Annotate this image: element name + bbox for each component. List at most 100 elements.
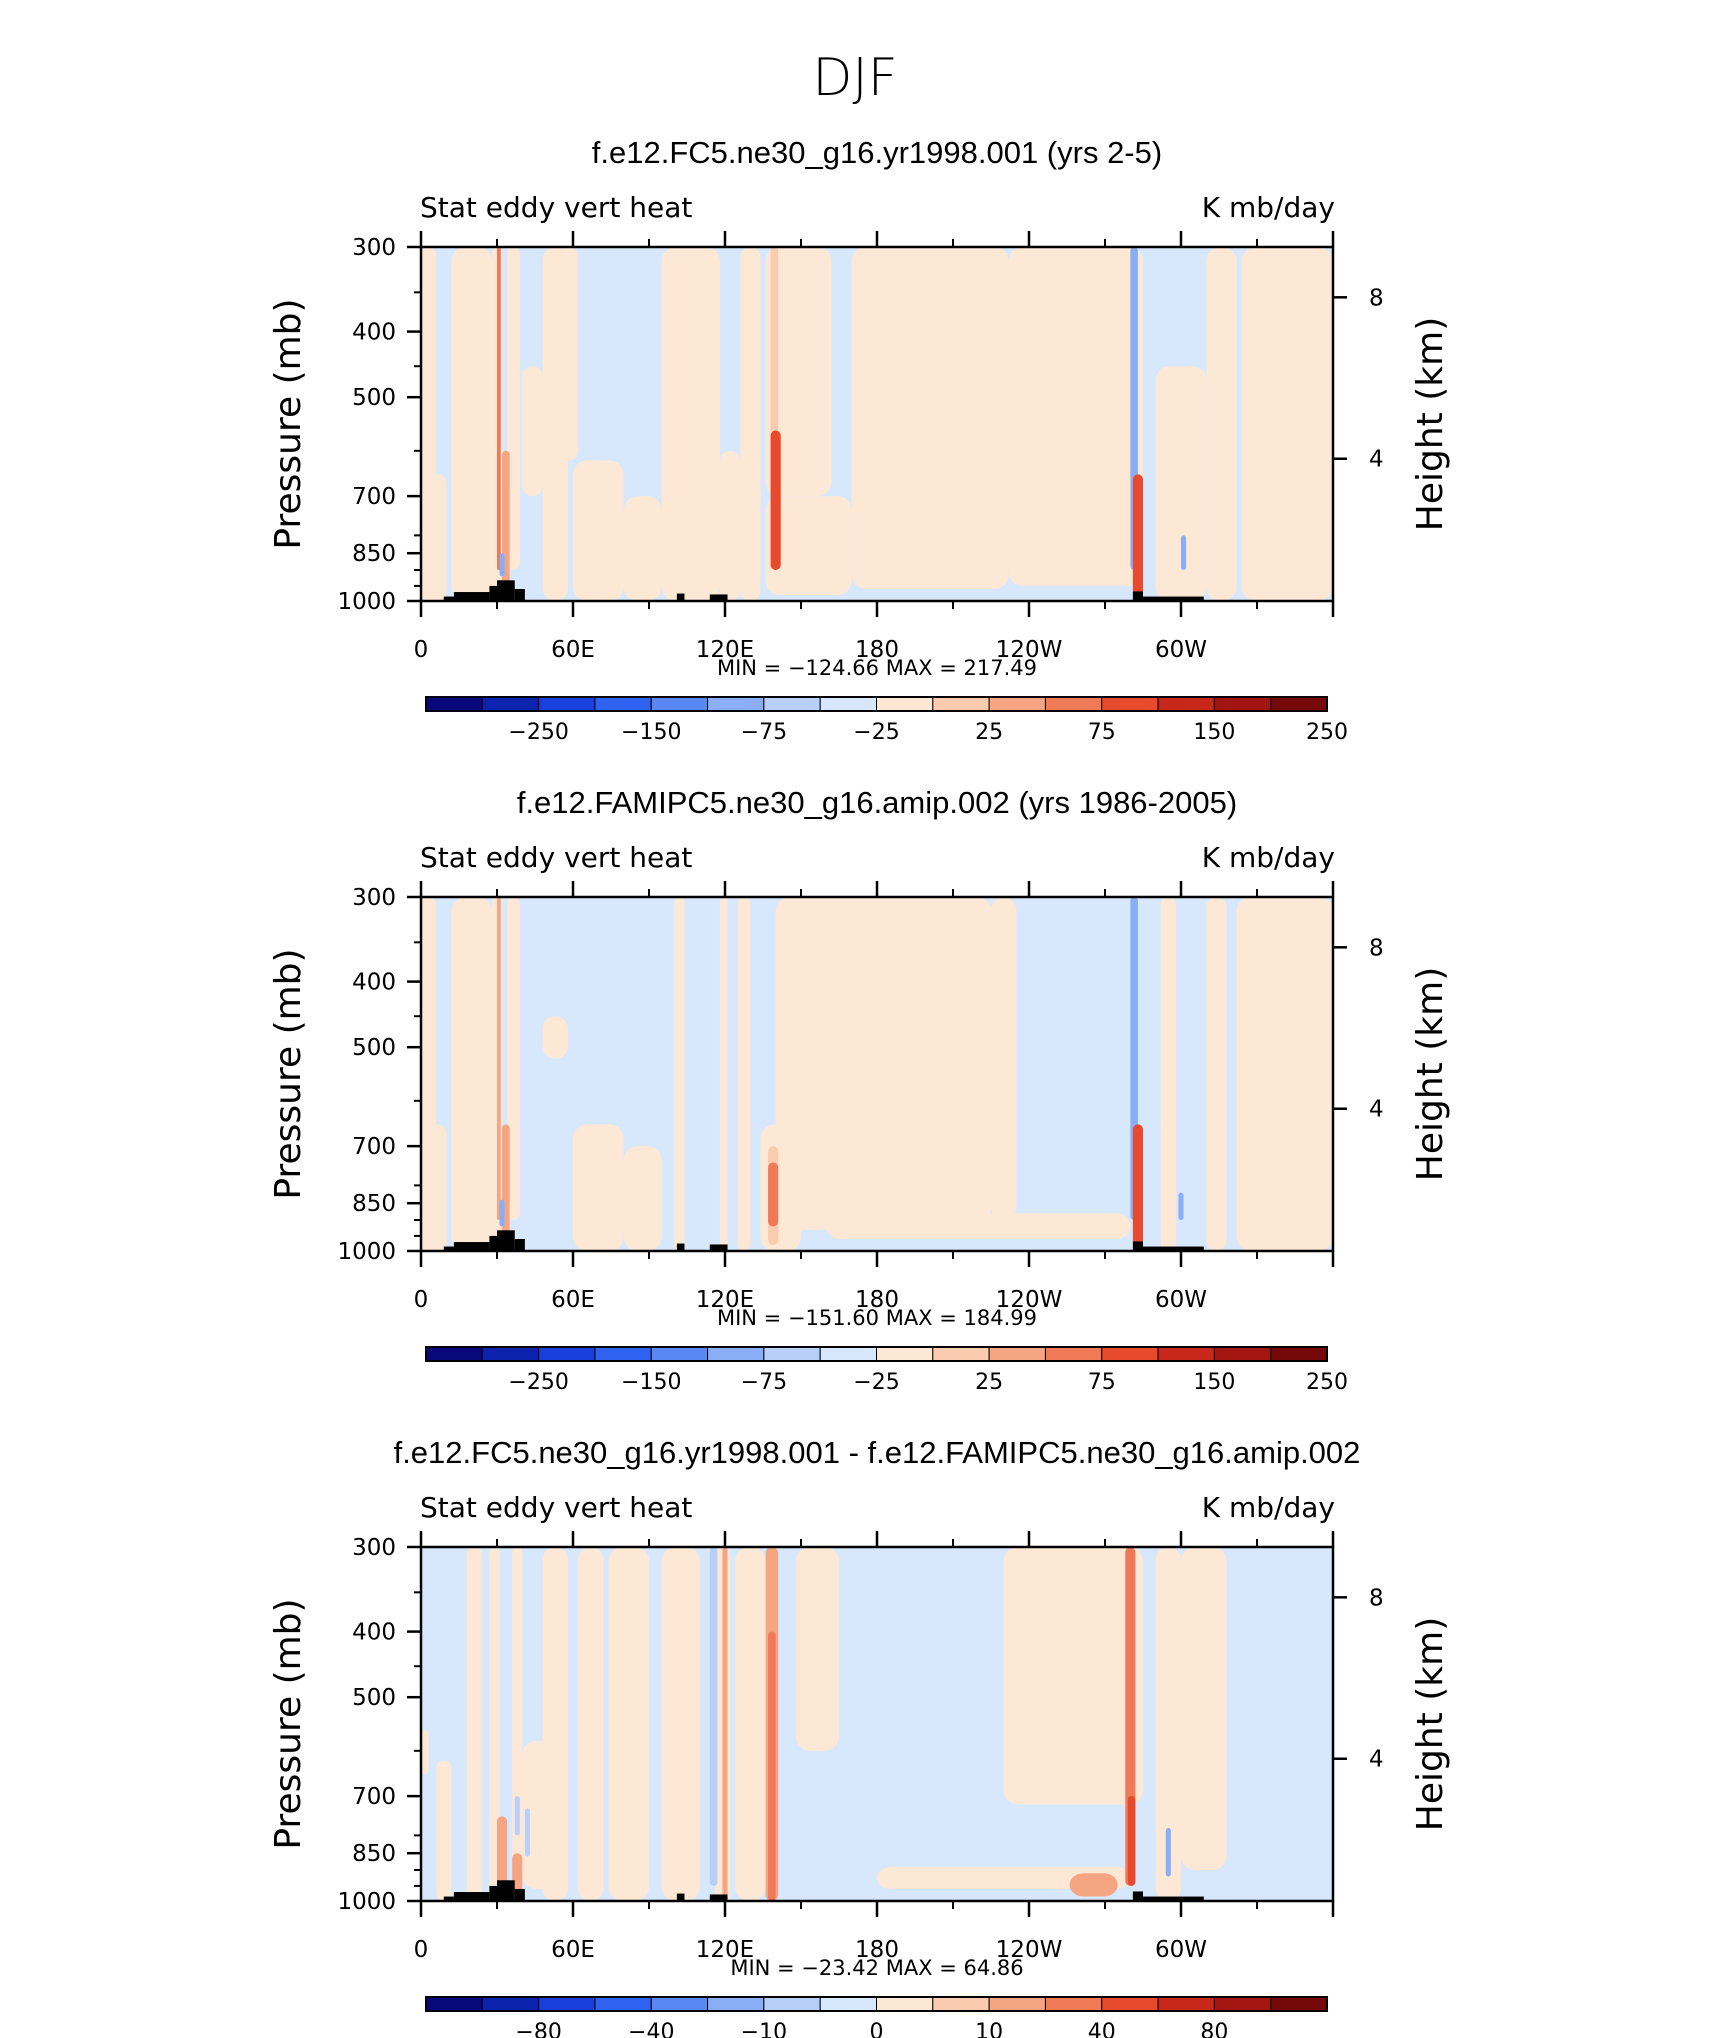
contour-region-11 <box>737 897 751 1251</box>
contour-region-2 <box>428 474 447 601</box>
land-mask-8 <box>1132 1241 1143 1251</box>
contour-region-9 <box>573 460 624 601</box>
colorbar-box <box>1101 1996 1159 2012</box>
land-mask-4 <box>497 1880 515 1901</box>
colorbar-box <box>481 1346 540 1362</box>
contour-region-15 <box>1181 1547 1227 1871</box>
panel-1: f.e12.FC5.ne30_g16.yr1998.001 (yrs 2-5) S… <box>268 135 1451 745</box>
colorbar-label: 25 <box>975 1370 1003 1395</box>
colorbar-box <box>1213 1996 1272 2012</box>
panel-title: f.e12.FC5.ne30_g16.yr1998.001 - f.e12.FA… <box>394 1435 1361 1470</box>
land-mask-3 <box>489 1885 497 1901</box>
contour-region-28 <box>514 1796 520 1836</box>
y-right-axis-title: Height (km) <box>1410 1617 1451 1831</box>
x-tick-label: 120E <box>696 1937 754 1963</box>
y-tick-label: 850 <box>352 1841 396 1867</box>
y-tick-label: 1000 <box>337 1239 396 1265</box>
contour-region-26 <box>1178 1192 1184 1221</box>
contour-region-22 <box>768 1162 779 1227</box>
contour-region-5 <box>507 247 520 571</box>
colorbar-frame <box>425 1996 1328 2012</box>
colorbar-box <box>707 1346 765 1362</box>
land-mask-9 <box>1143 596 1204 601</box>
colorbar-box <box>932 1346 990 1362</box>
colorbar-box <box>1270 1346 1328 1362</box>
contour-region-13 <box>795 1547 839 1751</box>
contour-region-16 <box>851 247 1009 589</box>
y-tick-label: 500 <box>352 385 396 411</box>
contour-region-2 <box>428 1124 447 1251</box>
contour-region-21 <box>497 247 501 571</box>
x-tick-label: 0 <box>414 637 429 663</box>
colorbar-box <box>1044 696 1103 712</box>
y-tick-label: 700 <box>352 484 396 510</box>
contour-region-19 <box>1206 247 1237 601</box>
contour-region-13 <box>740 247 761 601</box>
land-mask-3 <box>489 1235 497 1251</box>
x-tick-label: 0 <box>414 1287 429 1313</box>
contour-region-18 <box>497 1816 508 1896</box>
colorbar-label: −25 <box>853 720 899 745</box>
colorbar-label: 250 <box>1306 720 1348 745</box>
y-right-axis-title: Height (km) <box>1410 317 1451 531</box>
colorbar-box <box>876 1346 934 1362</box>
land-mask-4 <box>497 580 515 601</box>
land-mask-4 <box>497 1230 515 1251</box>
colorbar-box <box>538 1996 596 2012</box>
contour-region-12 <box>719 450 741 601</box>
land-mask-2 <box>453 1892 490 1901</box>
contour-region-10 <box>661 1547 700 1901</box>
min-max-label: MIN = −124.66 MAX = 217.49 <box>717 656 1037 680</box>
land-mask-8 <box>1132 591 1143 601</box>
plot-area <box>421 1547 1333 1901</box>
land-mask-5 <box>514 1238 525 1251</box>
colorbar-label: −75 <box>741 720 787 745</box>
colorbar-frame <box>425 1346 1328 1362</box>
colorbar-box <box>425 1346 483 1362</box>
colorbar-label: 80 <box>1200 2020 1228 2038</box>
colorbar-box <box>1270 696 1328 712</box>
panel-title: f.e12.FC5.ne30_g16.yr1998.001 (yrs 2-5) <box>592 135 1162 170</box>
land-mask-1 <box>443 1896 454 1901</box>
colorbar-label: 10 <box>975 2020 1003 2038</box>
colorbar-frame <box>425 696 1328 712</box>
contour-region-25 <box>499 1199 505 1227</box>
colorbar-box <box>819 696 877 712</box>
colorbar-box <box>1213 1346 1272 1362</box>
y-right-tick-label: 4 <box>1369 1097 1384 1123</box>
y-right-tick-label: 8 <box>1369 935 1384 961</box>
contour-region-7 <box>522 366 543 497</box>
colorbar-box <box>819 1346 877 1362</box>
x-tick-label: 60E <box>551 1937 595 1963</box>
x-tick-label: 60W <box>1155 1287 1207 1313</box>
contour-region-11 <box>661 247 720 601</box>
colorbar-box <box>425 1996 483 2012</box>
land-mask-2 <box>453 1242 490 1251</box>
x-tick-label: 60E <box>551 1287 595 1313</box>
colorbar-box <box>425 696 483 712</box>
panel-2: f.e12.FAMIPC5.ne30_g16.amip.002 (yrs 198… <box>268 785 1451 1395</box>
x-tick-label: 60W <box>1155 1937 1207 1963</box>
x-tick-label: 180 <box>855 637 899 663</box>
y-right-tick-label: 4 <box>1369 1747 1384 1773</box>
land-mask-5 <box>514 588 525 601</box>
contour-region-3 <box>451 247 492 601</box>
y-axis-title: Pressure (mb) <box>268 298 309 549</box>
x-tick-label: 180 <box>855 1287 899 1313</box>
y-tick-label: 500 <box>352 1685 396 1711</box>
colorbar-box <box>988 1346 1046 1362</box>
land-mask-7 <box>709 594 728 601</box>
colorbar-box <box>932 696 990 712</box>
contour-region-28 <box>1181 535 1187 571</box>
colorbar-box <box>1157 1996 1215 2012</box>
colorbar-box <box>650 696 709 712</box>
colorbar-box <box>1044 1346 1103 1362</box>
y-tick-label: 400 <box>352 970 396 996</box>
contour-region-17 <box>877 1866 1131 1889</box>
colorbar-box <box>1270 1996 1328 2012</box>
contour-region-24 <box>1127 1796 1136 1886</box>
x-tick-label: 60W <box>1155 637 1207 663</box>
contour-region-19 <box>497 897 501 1221</box>
contour-region-7 <box>573 1124 624 1251</box>
